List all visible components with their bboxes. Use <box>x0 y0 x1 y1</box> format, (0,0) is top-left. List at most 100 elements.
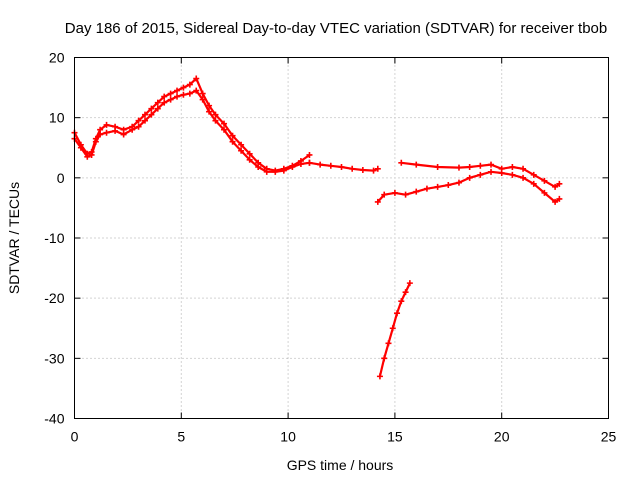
data-point <box>199 90 206 97</box>
data-point <box>466 174 473 181</box>
y-tick-label: -20 <box>44 290 64 306</box>
data-point <box>206 108 213 115</box>
data-point <box>391 189 398 196</box>
data-point <box>381 355 388 362</box>
data-point <box>167 90 174 97</box>
data-point <box>509 171 516 178</box>
data-point <box>402 289 409 296</box>
data-point <box>88 151 95 158</box>
data-point <box>154 99 161 106</box>
data-point <box>272 168 279 175</box>
y-tick-label: -40 <box>44 411 64 427</box>
y-tick-label: 10 <box>49 110 65 126</box>
y-axis-label: SDTVAR / TECUs <box>6 182 22 294</box>
data-point <box>520 165 527 172</box>
data-point <box>112 127 119 134</box>
series-line-2 <box>73 89 311 173</box>
data-point <box>297 160 304 167</box>
data-point <box>370 167 377 174</box>
data-point <box>445 182 452 189</box>
data-point <box>349 165 356 172</box>
data-point <box>141 117 148 124</box>
data-point <box>406 280 413 287</box>
data-point <box>193 87 200 94</box>
data-point <box>120 131 127 138</box>
data-point <box>167 96 174 103</box>
data-point <box>246 156 253 163</box>
x-tick-label: 25 <box>601 429 617 445</box>
data-point <box>174 93 181 100</box>
data-point <box>317 161 324 168</box>
data-point <box>154 105 161 112</box>
data-point <box>374 198 381 205</box>
data-point <box>255 164 262 171</box>
data-point <box>398 159 405 166</box>
data-point <box>556 180 563 187</box>
series-line-6 <box>400 161 561 188</box>
data-point <box>455 179 462 186</box>
data-point <box>148 111 155 118</box>
data-point <box>556 195 563 202</box>
data-point <box>374 165 381 172</box>
data-point <box>229 138 236 145</box>
data-point <box>174 87 181 94</box>
data-point <box>129 126 136 133</box>
x-tick-label: 15 <box>387 429 403 445</box>
series-2 <box>71 87 313 175</box>
axis-ticks: 0 5 10 15 20 25 -40 -30 -20 -10 0 10 20 <box>44 50 616 445</box>
data-point <box>180 84 187 91</box>
chart-title: Day 186 of 2015, Sidereal Day-to-day VTE… <box>65 20 607 37</box>
data-point <box>186 90 193 97</box>
data-point <box>97 131 104 138</box>
series-1 <box>71 75 313 174</box>
data-point <box>338 164 345 171</box>
data-point <box>359 167 366 174</box>
data-point <box>161 93 168 100</box>
data-point <box>212 111 219 118</box>
data-point <box>455 164 462 171</box>
data-point <box>327 162 334 169</box>
data-point <box>186 81 193 88</box>
data-point <box>389 325 396 332</box>
data-point <box>466 164 473 171</box>
y-tick-label: 20 <box>49 50 65 66</box>
data-point <box>541 189 548 196</box>
x-tick-label: 20 <box>494 429 510 445</box>
data-point <box>376 373 383 380</box>
data-point <box>221 126 228 133</box>
data-point <box>238 147 245 154</box>
data-point <box>530 180 537 187</box>
data-point <box>385 340 392 347</box>
data-point <box>289 164 296 171</box>
data-point <box>477 171 484 178</box>
data-point <box>306 159 313 166</box>
data-point <box>381 191 388 198</box>
data-series <box>71 75 563 380</box>
x-tick-label: 0 <box>71 429 79 445</box>
data-point <box>229 132 236 139</box>
data-point <box>402 191 409 198</box>
data-point <box>84 153 91 160</box>
data-point <box>398 298 405 305</box>
x-axis-label: GPS time / hours <box>287 457 394 473</box>
data-point <box>103 121 110 128</box>
data-point <box>141 111 148 118</box>
data-point <box>488 168 495 175</box>
data-point <box>103 129 110 136</box>
data-point <box>148 105 155 112</box>
data-point <box>280 167 287 174</box>
data-point <box>180 91 187 98</box>
data-point <box>77 144 84 151</box>
data-point <box>413 161 420 168</box>
data-point <box>238 141 245 148</box>
data-point <box>193 75 200 82</box>
series-3 <box>306 159 381 174</box>
y-tick-label: -10 <box>44 230 64 246</box>
series-line-1 <box>73 77 311 172</box>
data-point <box>541 177 548 184</box>
data-point <box>434 183 441 190</box>
data-point <box>135 117 142 124</box>
data-point <box>135 123 142 130</box>
data-point <box>413 188 420 195</box>
